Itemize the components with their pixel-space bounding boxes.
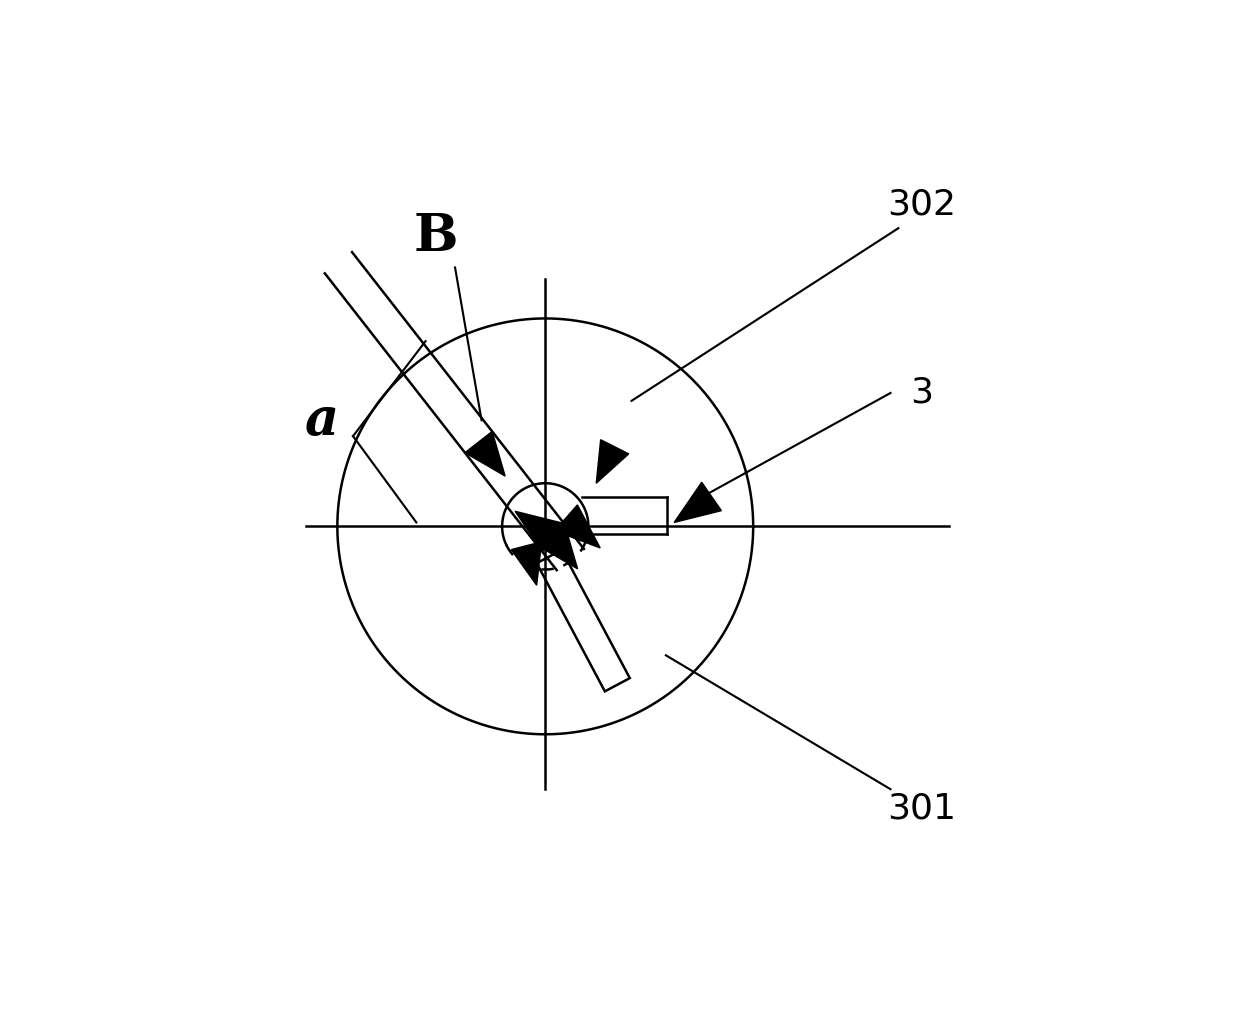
- Polygon shape: [537, 524, 578, 569]
- Polygon shape: [554, 505, 600, 548]
- Polygon shape: [465, 431, 505, 476]
- Text: a: a: [305, 395, 339, 446]
- Text: B: B: [413, 211, 458, 262]
- Text: 3: 3: [910, 376, 934, 410]
- Polygon shape: [511, 542, 542, 585]
- Polygon shape: [515, 512, 562, 551]
- Polygon shape: [675, 482, 722, 523]
- Polygon shape: [596, 440, 629, 483]
- Text: 302: 302: [888, 187, 956, 222]
- Text: 301: 301: [888, 792, 956, 825]
